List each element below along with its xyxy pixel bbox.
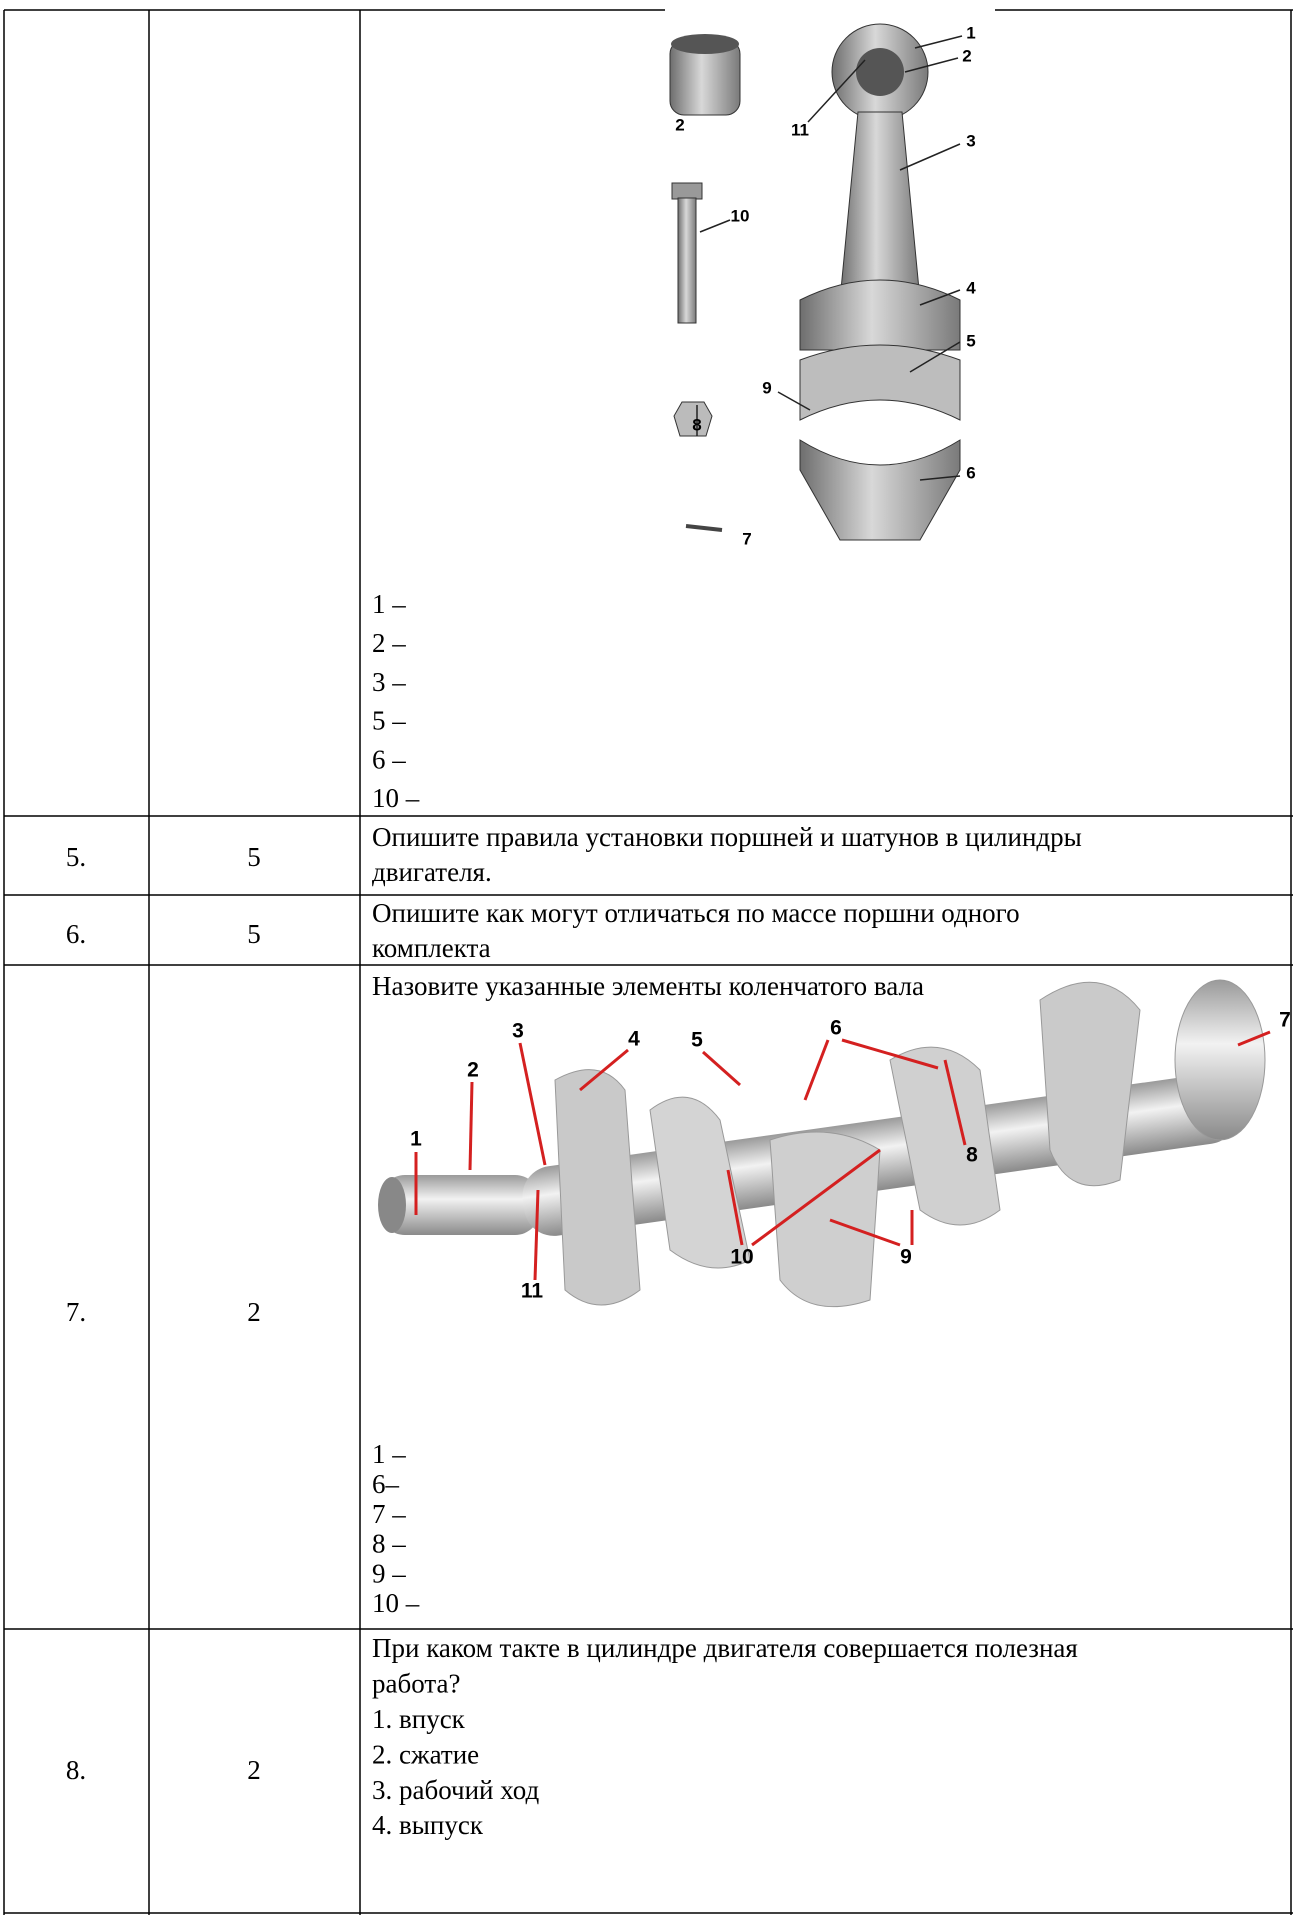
figure-callout: 2 (467, 1059, 479, 1082)
question-line: Опишите как могут отличаться по массе по… (372, 898, 1020, 928)
row-points: 2 (247, 1910, 261, 1915)
figure-callout: 1 (410, 1128, 422, 1151)
question-line: 1. впуск (372, 1704, 466, 1734)
answer-item: 5 – (372, 706, 406, 736)
figure-callout: 10 (731, 206, 750, 225)
figure-callout: 5 (691, 1029, 703, 1052)
row-number: 5. (66, 842, 86, 872)
answer-item: 1 – (372, 1439, 406, 1469)
figure-callout: 1 (966, 23, 975, 42)
figure-callout: 7 (1279, 1009, 1291, 1032)
row-points: 5 (247, 919, 261, 949)
answer-item: 2 – (372, 628, 406, 658)
answer-item: 9 – (372, 1558, 406, 1588)
answer-item: 7 – (372, 1499, 406, 1529)
figure-callout: 4 (966, 278, 976, 297)
question-line: При каком такте в цилиндре двигателя сов… (372, 1633, 1078, 1663)
row-number: 9. (66, 1910, 86, 1915)
figure-callout: 9 (900, 1246, 912, 1269)
row-points: 2 (247, 1297, 261, 1327)
figure-callout: 11 (791, 120, 809, 139)
figure-callout: 9 (762, 378, 771, 397)
question-line: 2. сжатие (372, 1739, 479, 1769)
table-content: 1 – 2 – 3 – 5 – 6 – 10 – 1 2 11 3 2 10 4 5 9 8 6 7 5. 5 Опиш… (66, 23, 1291, 1915)
row-number: 8. (66, 1755, 86, 1785)
figure-callout: 3 (512, 1020, 524, 1043)
question-line: Что из перечисленного не относится к осн… (372, 1910, 1021, 1915)
figure-callout: 7 (742, 529, 751, 548)
question-line: 4. выпуск (372, 1810, 484, 1840)
figure-callout: 2 (962, 46, 971, 65)
question-line: работа? (372, 1669, 460, 1699)
figure-callout: 6 (830, 1017, 842, 1040)
answer-item: 6– (372, 1469, 400, 1499)
figure-callout: 5 (966, 331, 975, 350)
question-line: двигателя. (372, 857, 492, 887)
figure-callout: 4 (628, 1028, 640, 1051)
row-points: 5 (247, 842, 261, 872)
figure-callout: 10 (730, 1246, 753, 1269)
figure-callout: 6 (966, 463, 975, 482)
question-line: 3. рабочий ход (372, 1775, 539, 1805)
table-grid (3, 9, 1293, 1915)
answer-item: 10 – (372, 1588, 420, 1618)
answer-item: 1 – (372, 589, 406, 619)
row-points: 2 (247, 1755, 261, 1785)
answer-item: 6 – (372, 744, 406, 774)
figure-callout: 11 (521, 1280, 544, 1303)
figure-callout: 8 (692, 415, 701, 434)
answer-item: 3 – (372, 667, 406, 697)
figure-callout: 3 (966, 131, 975, 150)
question-line: Опишите правила установки поршней и шату… (372, 822, 1082, 852)
row-number: 6. (66, 919, 86, 949)
answer-item: 10 – (372, 783, 420, 813)
crankshaft-figure (378, 979, 1271, 1308)
question-line: комплекта (372, 933, 491, 963)
answer-item: 8 – (372, 1529, 406, 1559)
figure-callout: 2 (675, 115, 684, 134)
connecting-rod-figure (669, 23, 963, 541)
row-number: 7. (66, 1297, 86, 1327)
figure-callout: 8 (966, 1144, 978, 1167)
question-line: Назовите указанные элементы коленчатого … (372, 971, 924, 1001)
